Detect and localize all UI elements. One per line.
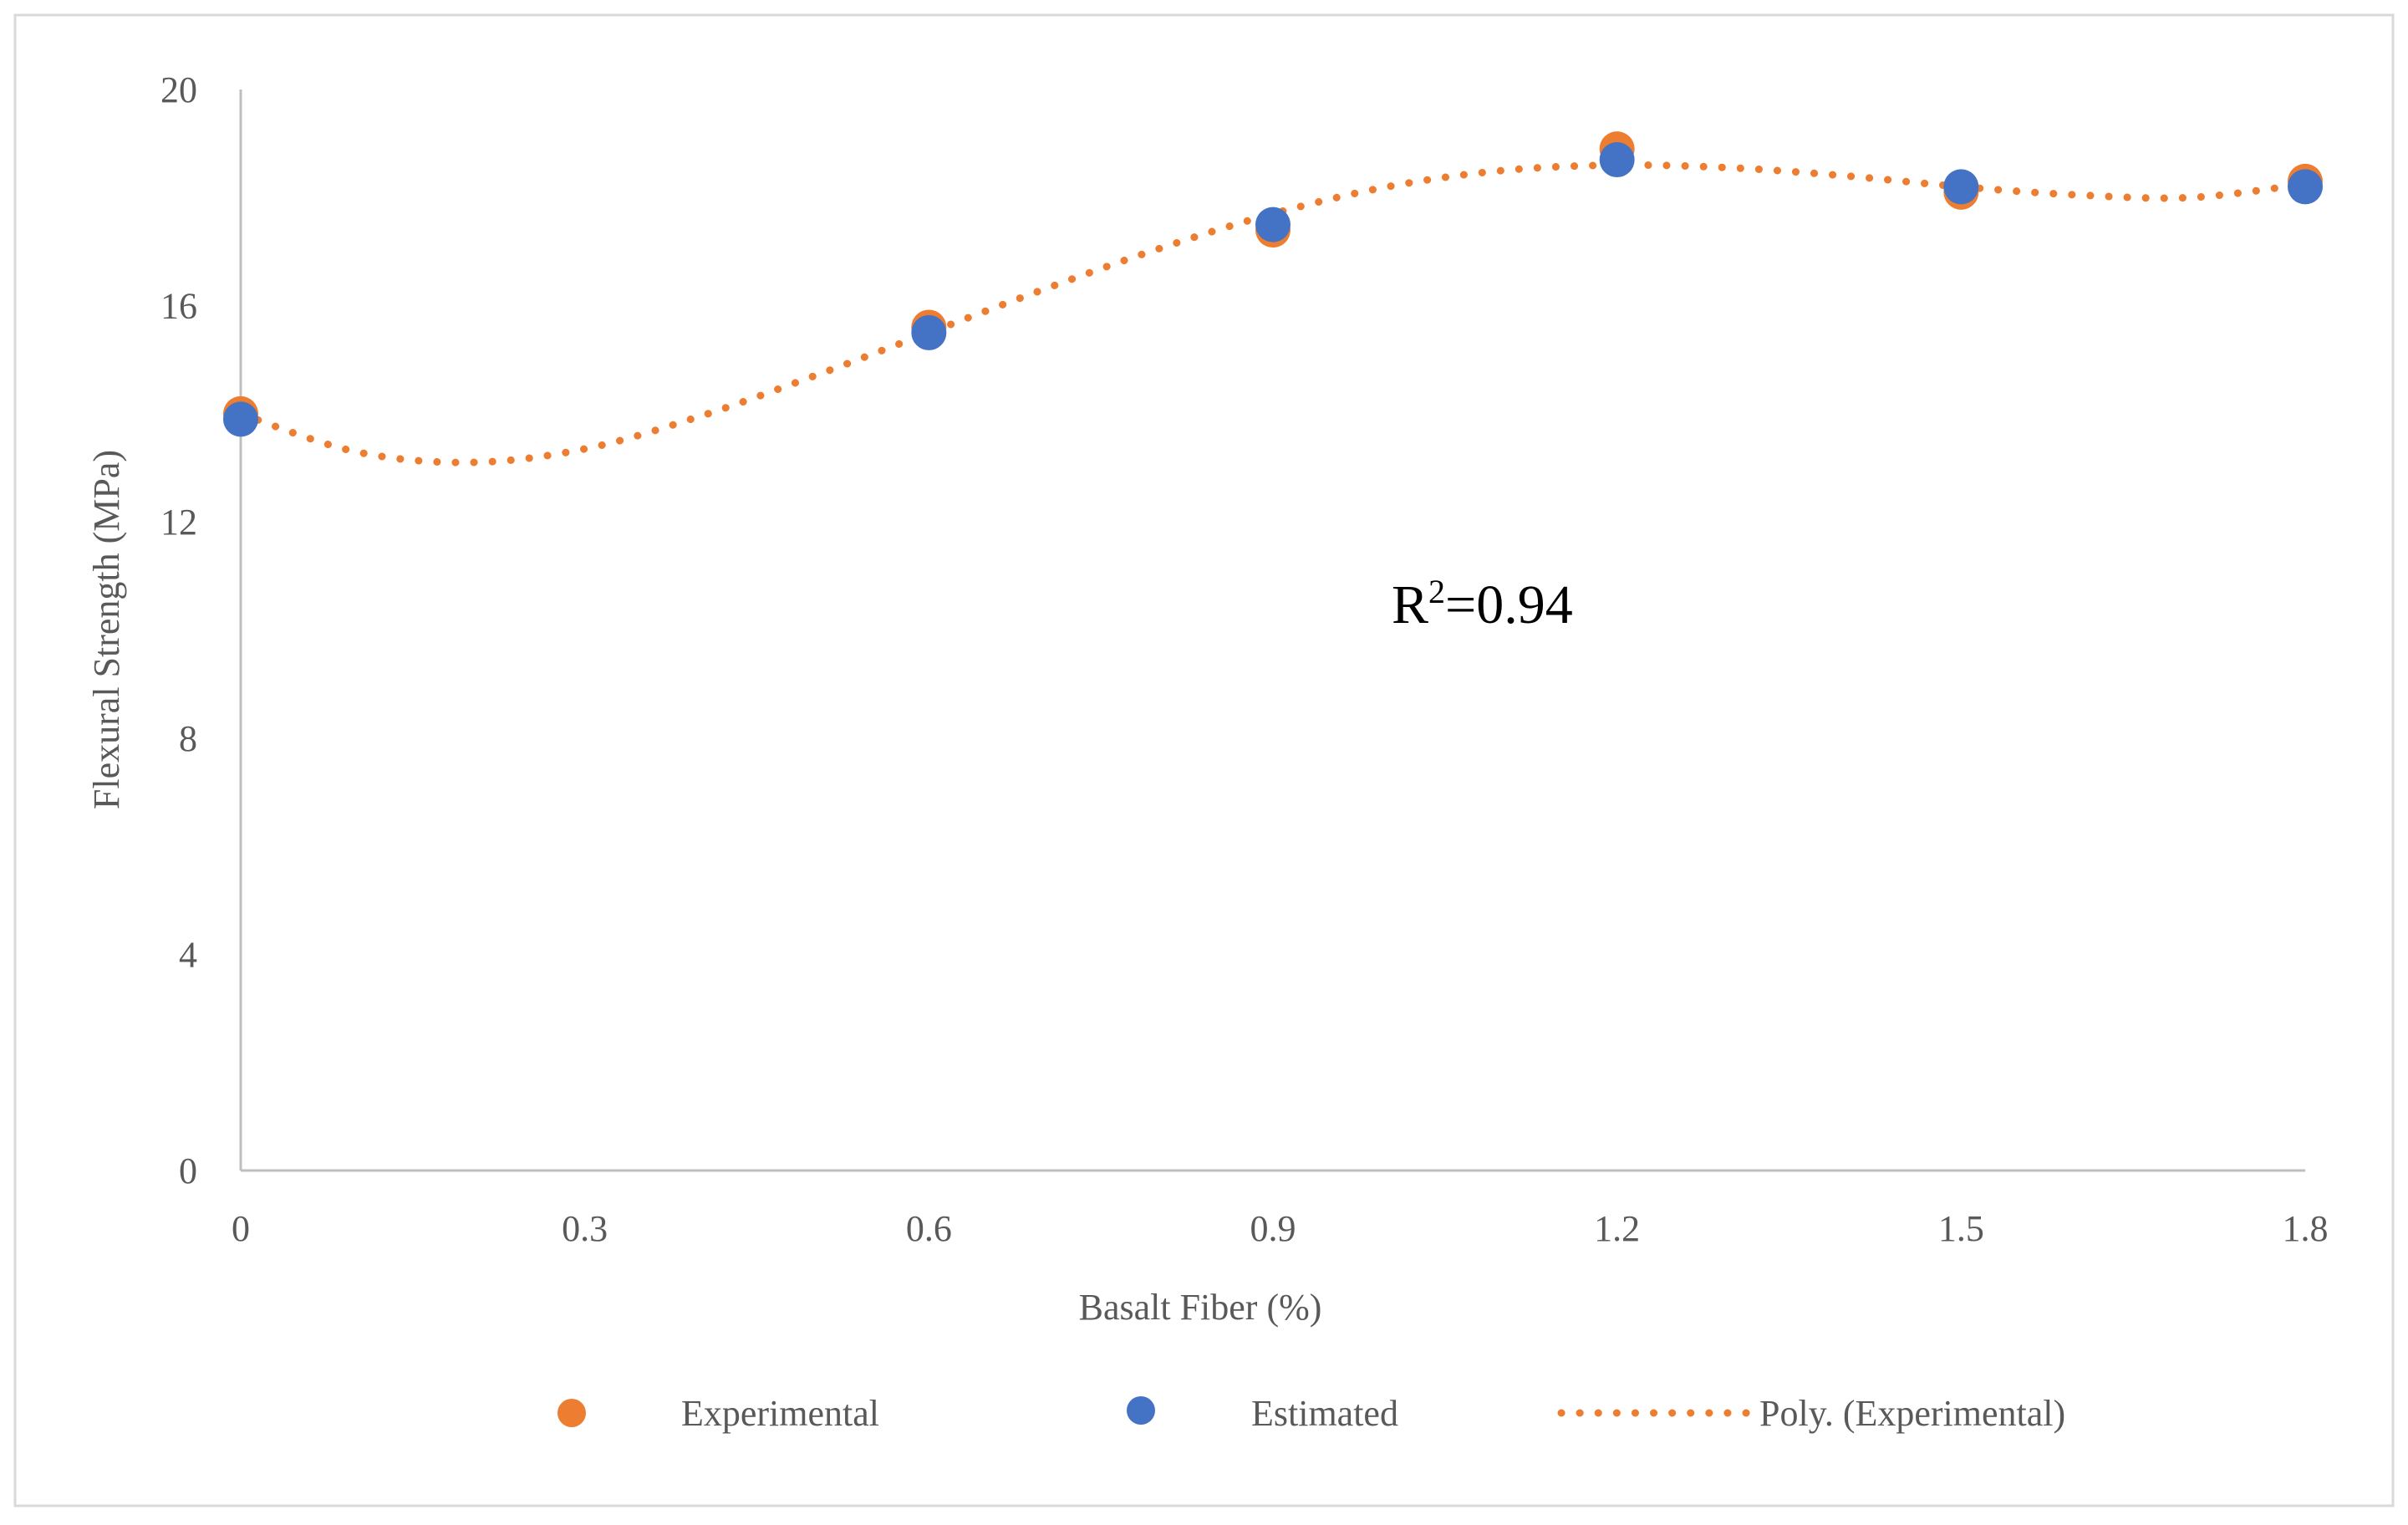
legend-marker-experimental xyxy=(557,1399,586,1427)
chart-border xyxy=(13,13,2395,1507)
marker-estimated-0[interactable] xyxy=(223,401,258,437)
y-tick-label: 0 xyxy=(179,1150,197,1191)
x-tick-label: 0.6 xyxy=(906,1208,952,1249)
y-tick-label: 20 xyxy=(160,69,197,110)
axes xyxy=(239,89,2305,1172)
x-tick-label: 1.8 xyxy=(2283,1208,2329,1249)
x-tick-label: 0.9 xyxy=(1250,1208,1296,1249)
y-tick-label: 16 xyxy=(160,286,197,327)
legend-item-experimental[interactable]: Experimental xyxy=(557,1393,879,1434)
r-squared-superscript: 2 xyxy=(1428,573,1445,610)
x-axis-label: Basalt Fiber (%) xyxy=(1079,1287,1322,1328)
legend-item-estimated[interactable]: Estimated xyxy=(1127,1393,1398,1434)
x-tick-label: 1.2 xyxy=(1594,1208,1640,1249)
y-tick-label: 4 xyxy=(179,934,197,975)
y-tick-label: 8 xyxy=(179,718,197,759)
marker-estimated-5[interactable] xyxy=(2288,169,2323,205)
legend: Experimental Estimated Poly. (Experiment… xyxy=(557,1393,2065,1434)
marker-estimated-2[interactable] xyxy=(1255,207,1291,242)
legend-label-poly-experimental: Poly. (Experimental) xyxy=(1759,1393,2065,1434)
marker-estimated-1[interactable] xyxy=(911,314,947,350)
r-squared-suffix: =0.94 xyxy=(1445,574,1573,635)
y-axis-label: Flexural Strength (MPa) xyxy=(86,450,127,809)
x-tick-label: 0 xyxy=(232,1208,250,1249)
x-tick-labels: 0 0.3 0.6 0.9 1.2 1.5 1.8 xyxy=(232,1208,2329,1249)
markers-layer xyxy=(223,131,2323,437)
legend-label-experimental: Experimental xyxy=(681,1393,879,1434)
legend-item-poly-experimental[interactable]: Poly. (Experimental) xyxy=(1557,1393,2065,1434)
r-squared-annotation: R2=0.94 xyxy=(1392,573,1573,635)
legend-label-estimated: Estimated xyxy=(1251,1393,1398,1434)
r-squared-prefix: R xyxy=(1392,574,1428,635)
y-tick-label: 12 xyxy=(160,502,197,543)
x-tick-label: 0.3 xyxy=(562,1208,608,1249)
legend-marker-estimated xyxy=(1127,1396,1155,1425)
y-tick-labels: 0 4 8 12 16 20 xyxy=(160,69,197,1191)
x-tick-label: 1.5 xyxy=(1938,1208,1984,1249)
marker-estimated-4[interactable] xyxy=(1943,169,1979,205)
marker-estimated-3[interactable] xyxy=(1599,142,1635,178)
